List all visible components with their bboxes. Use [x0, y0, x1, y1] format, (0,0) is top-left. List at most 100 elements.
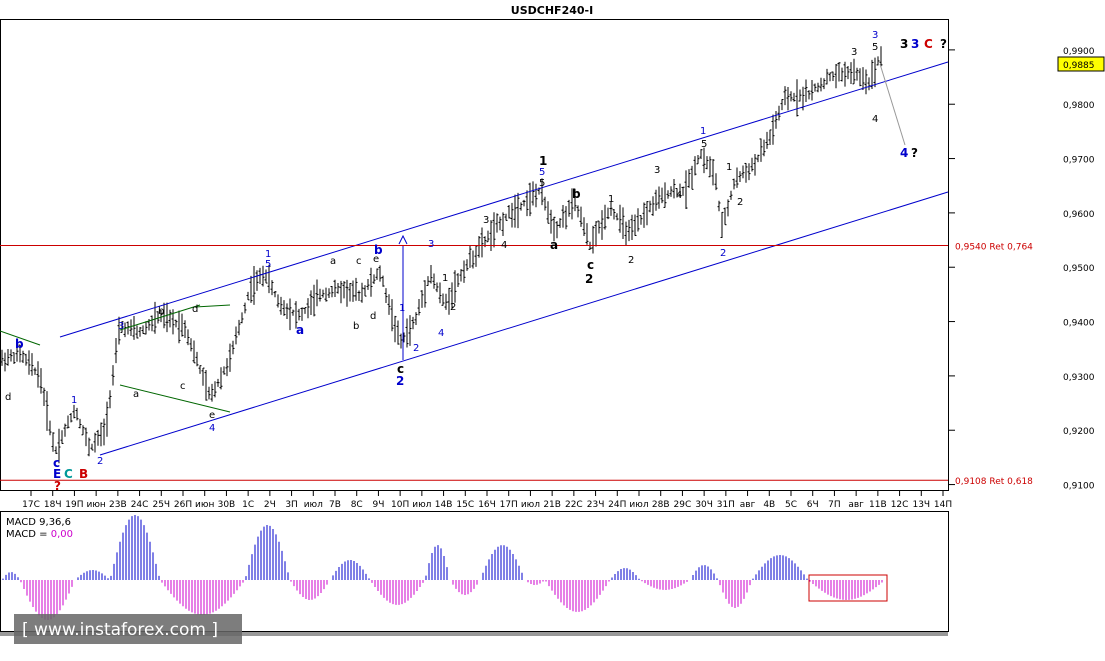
macd-footer-band: [0, 632, 948, 636]
wave-label: B: [79, 467, 88, 481]
time-tick-label: 22С: [565, 500, 583, 510]
time-tick-label: 16Ч: [478, 500, 496, 510]
time-tick-label: 24П: [608, 500, 626, 510]
wave-arrow-head: [398, 234, 408, 245]
time-tick-label: 26П: [174, 500, 192, 510]
wave-label: 2: [737, 197, 743, 208]
wave-label: a: [330, 256, 336, 267]
wave-label: 2: [585, 272, 593, 286]
wave-label: c: [53, 456, 60, 470]
time-tick-label: 11В: [869, 500, 887, 510]
wave-label: b: [374, 243, 383, 257]
time-tick-label: июл: [412, 500, 431, 510]
wave-label: C: [64, 467, 73, 481]
price-tick-label: 0,9600: [1063, 210, 1095, 220]
time-tick-label: 31П: [717, 500, 735, 510]
wave-label: 3: [118, 321, 124, 332]
time-tick-label: 5С: [785, 500, 797, 510]
wave-label: 3: [872, 30, 878, 41]
price-tick-label: 0,9700: [1063, 156, 1095, 166]
time-tick-label: 17С: [22, 500, 40, 510]
time-tick-label: 7П: [828, 500, 841, 510]
triangle-line: [119, 304, 201, 331]
wave-label: b: [15, 337, 24, 351]
wave-label: 2: [720, 248, 726, 259]
wave-label: 4: [501, 240, 507, 251]
time-tick-label: 3П: [285, 500, 298, 510]
wave-label: 1: [700, 126, 706, 137]
time-tick-label: 12С: [891, 500, 909, 510]
wave-label: a: [133, 389, 139, 400]
time-tick-label: 28В: [652, 500, 670, 510]
macd-zero-label: MACD = 0,00: [6, 529, 73, 540]
time-tick-label: 23Ч: [587, 500, 605, 510]
macd-label: MACD 9,36,6: [6, 517, 71, 528]
wave-label: e: [373, 254, 379, 265]
time-tick-label: июл: [304, 500, 323, 510]
wave-label: 5: [539, 167, 545, 178]
time-tick-label: авг: [740, 500, 756, 510]
time-tick-label: июл: [629, 500, 648, 510]
price-bars: [0, 46, 883, 464]
price-tick-label: 0,9200: [1063, 427, 1095, 437]
wave-label: 3: [483, 215, 489, 226]
time-tick-label: июл: [521, 500, 540, 510]
time-tick-label: 8С: [351, 500, 363, 510]
wave-label: 1: [71, 395, 77, 406]
macd-histogram: [2, 515, 883, 620]
wave-label: 1: [608, 194, 614, 205]
wave-label: 4: [872, 114, 878, 125]
price-tick-label: 0,9900: [1063, 47, 1095, 57]
projection-line: [879, 63, 906, 146]
wave-label: d: [370, 311, 376, 322]
wave-label: 1: [539, 154, 547, 168]
wave-label: ?: [911, 146, 918, 160]
wave-label: c: [180, 381, 186, 392]
last-price-box: [1057, 56, 1105, 72]
time-tick-label: 15С: [456, 500, 474, 510]
wave-label: d: [5, 392, 11, 403]
time-tick-label: 1С: [242, 500, 254, 510]
time-tick-label: 10П: [391, 500, 409, 510]
wave-label: 3: [428, 239, 434, 250]
wave-label: 3: [654, 165, 660, 176]
wave-label: 1: [265, 249, 271, 260]
time-tick-label: июн: [86, 500, 105, 510]
wave-label: ?: [940, 37, 947, 51]
last-price-label: 0,9885: [1063, 61, 1095, 71]
watermark-box: [14, 614, 242, 644]
wave-label: C: [924, 37, 933, 51]
time-tick-label: 30Ч: [695, 500, 713, 510]
wave-label: 2: [97, 456, 103, 467]
time-tick-label: 9Ч: [372, 500, 384, 510]
wave-label: b: [353, 321, 359, 332]
time-tick-label: 21В: [543, 500, 561, 510]
triangle-line: [0, 330, 41, 346]
price-tick-label: 0,9800: [1063, 101, 1095, 111]
wave-label: 5: [872, 42, 878, 53]
wave-label: 3: [900, 37, 908, 51]
wave-label: 5: [539, 178, 545, 189]
time-tick-label: 17П: [500, 500, 518, 510]
time-tick-label: 25Ч: [152, 500, 170, 510]
time-tick-label: 19П: [65, 500, 83, 510]
wave-label: 5: [265, 259, 271, 270]
macd-highlight-box: [808, 574, 888, 602]
time-tick-label: июн: [195, 500, 214, 510]
wave-label: a: [296, 323, 304, 337]
wave-label: d: [192, 304, 198, 315]
wave-label: 3: [911, 37, 919, 51]
price-tick-label: 0,9100: [1063, 482, 1095, 492]
time-tick-label: 7В: [329, 500, 341, 510]
wave-label: 4: [438, 328, 444, 339]
price-tick-label: 0,9400: [1063, 319, 1095, 329]
wave-label: 2: [413, 343, 419, 354]
wave-label: 1: [442, 273, 448, 284]
wave-labels: b d c E C B ? 1 2 3 4 b d a c e 1 5 a a …: [5, 30, 947, 493]
retracement-label-0618: 0,9108 Ret 0,618: [955, 477, 1033, 487]
time-tick-label: 23В: [109, 500, 127, 510]
wave-label: c: [356, 256, 362, 267]
time-axis: 17С 18Ч 19П июн 23В 24С 25Ч 26П июн 30В 1С 2Ч 3П июл 7…: [22, 491, 952, 510]
